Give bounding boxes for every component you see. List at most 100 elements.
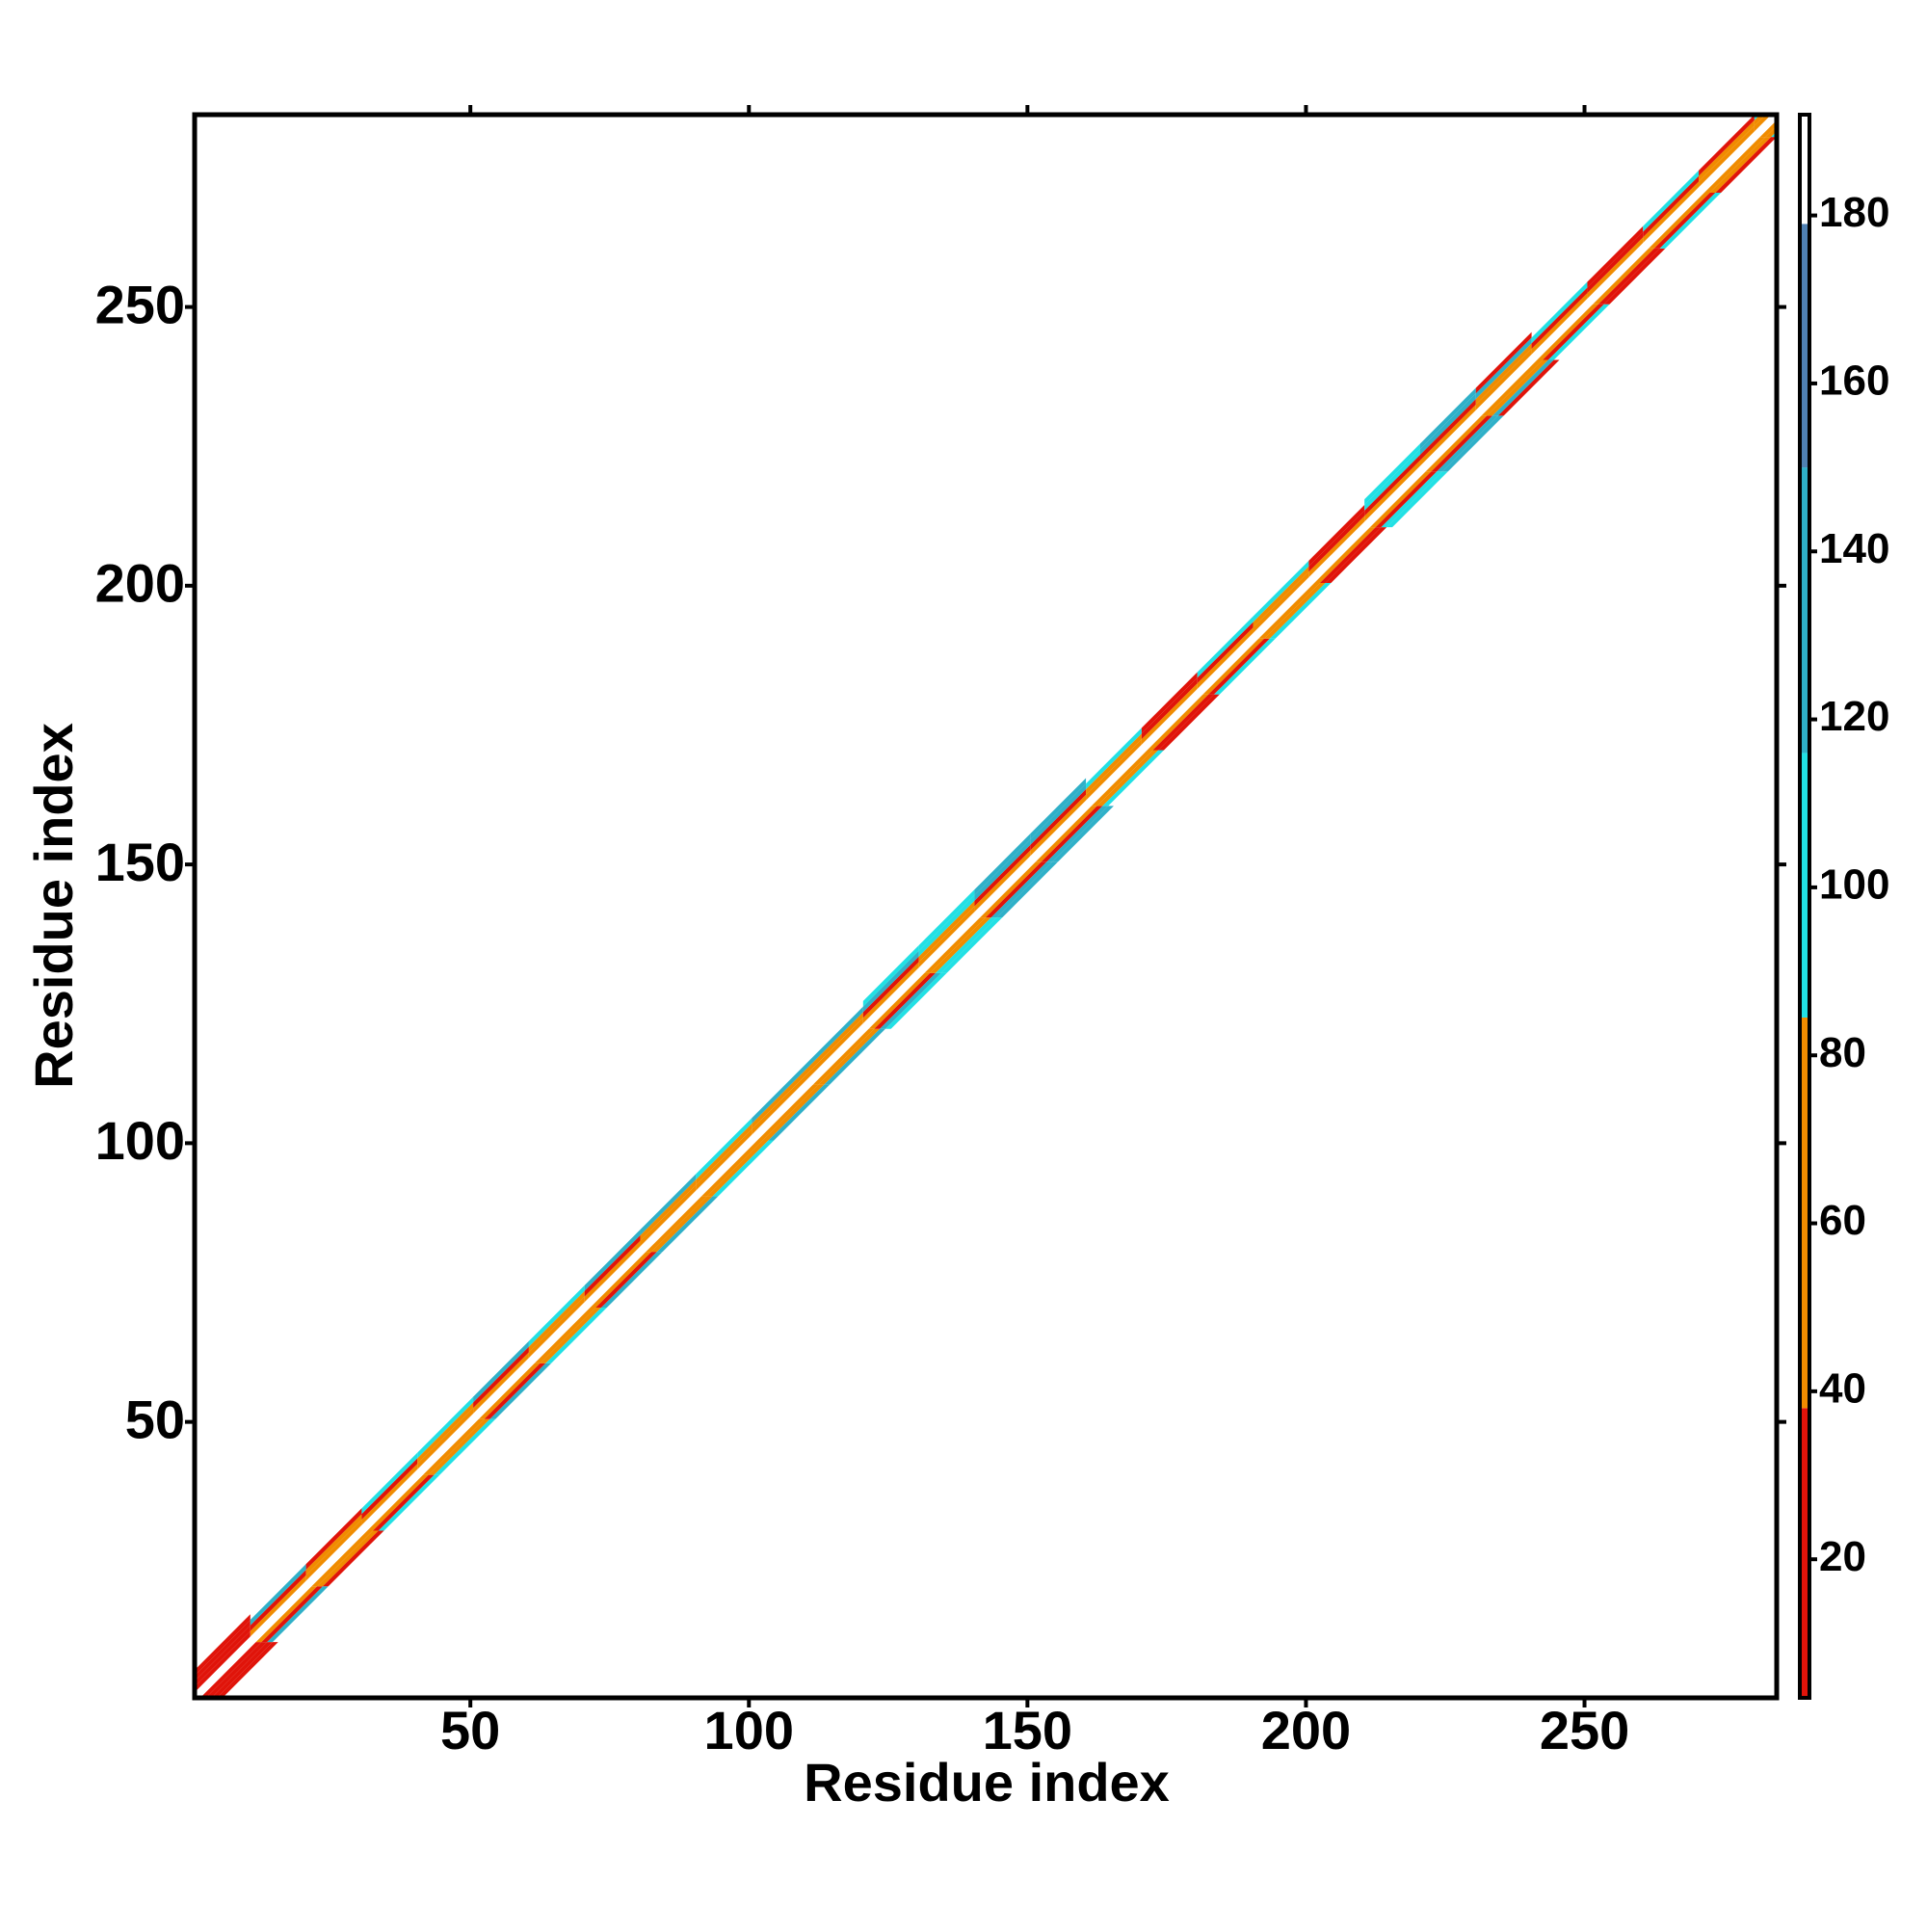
plot-frame xyxy=(192,112,1780,1701)
heatmap-cell xyxy=(1699,125,1755,188)
heatmap-cell xyxy=(1086,728,1142,790)
heatmap-cell xyxy=(528,1302,585,1363)
colorbar-tick-label: 60 xyxy=(1819,1197,1866,1244)
heatmap-cell xyxy=(217,1642,278,1698)
heatmap-cell xyxy=(528,1296,585,1359)
heatmap-cell xyxy=(473,1358,529,1419)
heatmap-cell xyxy=(1597,248,1660,304)
heatmap-cell xyxy=(1202,638,1265,695)
heatmap-cell xyxy=(584,1230,641,1291)
heatmap-cell xyxy=(996,861,1059,918)
heatmap-cell xyxy=(1308,510,1365,572)
heatmap-cell xyxy=(1475,354,1532,416)
heatmap-cell xyxy=(1537,304,1598,360)
colorbar-frame xyxy=(1798,113,1811,1700)
heatmap-cell xyxy=(706,1140,769,1197)
heatmap-cell xyxy=(1214,638,1276,695)
heatmap-cell xyxy=(1699,119,1755,182)
heatmap-cell xyxy=(640,1184,697,1247)
heatmap-cell xyxy=(918,889,975,951)
colorbar-band xyxy=(1800,115,1809,225)
heatmap-cell xyxy=(806,1018,863,1079)
heatmap-cell xyxy=(250,1575,306,1637)
heatmap-cell xyxy=(584,1240,641,1303)
heatmap-cell xyxy=(1030,800,1087,862)
heatmap-cell xyxy=(1308,521,1365,583)
x-tick-label: 50 xyxy=(440,1700,500,1760)
y-tick-label: 200 xyxy=(95,553,185,614)
heatmap-cell xyxy=(940,917,1003,973)
heatmap-cell xyxy=(656,1196,719,1253)
colorbar-tick-label: 160 xyxy=(1819,357,1889,405)
heatmap-cell xyxy=(473,1340,529,1403)
heatmap-cell xyxy=(305,1514,362,1575)
heatmap-cell xyxy=(974,850,1031,913)
heatmap-cell xyxy=(806,1006,863,1069)
heatmap-cell xyxy=(434,1418,496,1475)
heatmap-cell xyxy=(1036,806,1097,862)
heatmap-cell xyxy=(824,1028,885,1085)
heatmap-cell xyxy=(1102,750,1165,807)
heatmap-cell xyxy=(267,1586,329,1643)
heatmap-cell xyxy=(1197,627,1254,689)
heatmap-cell xyxy=(1096,750,1159,807)
heatmap-cell xyxy=(595,1252,657,1309)
heatmap-cell xyxy=(1375,471,1438,528)
heatmap-cell xyxy=(651,1196,713,1253)
heatmap-cell xyxy=(1759,119,1777,138)
heatmap-cell xyxy=(1086,744,1142,807)
heatmap-cell xyxy=(1531,293,1588,355)
heatmap-cell xyxy=(489,1363,552,1419)
heatmap-cell xyxy=(1041,806,1103,862)
heatmap-cell xyxy=(1475,331,1532,394)
heatmap-cell xyxy=(528,1290,585,1353)
heatmap-cell xyxy=(528,1284,585,1347)
heatmap-cell xyxy=(756,1084,819,1141)
heatmap-cells xyxy=(195,115,1777,1698)
heatmap-cell xyxy=(1369,471,1432,528)
heatmap-cell xyxy=(1715,137,1777,193)
y-tick-label: 250 xyxy=(95,274,185,334)
heatmap-cell xyxy=(1046,806,1109,862)
heatmap-cell xyxy=(862,950,919,1013)
heatmap-cell xyxy=(696,1124,752,1185)
heatmap-cell xyxy=(545,1308,607,1363)
heatmap-cell xyxy=(1643,181,1700,244)
heatmap-cell xyxy=(752,1073,807,1135)
heatmap-cell xyxy=(1419,387,1476,450)
heatmap-cell xyxy=(646,1196,707,1253)
heatmap-cell xyxy=(534,1308,596,1363)
heatmap-cell xyxy=(317,1530,379,1587)
colorbar-tick-label: 20 xyxy=(1819,1533,1866,1580)
heatmap-cell xyxy=(1253,571,1309,634)
heatmap-cell xyxy=(361,1452,418,1515)
heatmap-cell xyxy=(1754,115,1772,132)
heatmap-cell xyxy=(1547,304,1610,360)
heatmap-cell xyxy=(1158,694,1220,751)
heatmap-cell xyxy=(1442,415,1504,472)
heatmap-cell xyxy=(1531,281,1588,344)
heatmap-cell xyxy=(361,1469,418,1531)
heatmap-cell xyxy=(918,912,975,973)
heatmap-cell xyxy=(378,1474,440,1531)
y-axis-title: Residue index xyxy=(23,723,84,1089)
heatmap-cell xyxy=(1481,359,1544,416)
heatmap-cell xyxy=(195,1625,251,1687)
heatmap-cell xyxy=(1141,677,1198,739)
heatmap-cell xyxy=(195,1614,251,1676)
heatmap-cell xyxy=(1197,633,1254,695)
x-tick-label: 100 xyxy=(704,1700,794,1760)
heatmap-cell xyxy=(880,972,941,1029)
heatmap-cell xyxy=(640,1190,697,1253)
heatmap-cell xyxy=(1364,443,1420,505)
heatmap-cell xyxy=(974,834,1031,895)
heatmap-cell xyxy=(1754,115,1760,120)
heatmap-cell xyxy=(1419,399,1476,461)
heatmap-cell xyxy=(1364,454,1420,516)
heatmap-cell xyxy=(261,1586,323,1643)
heatmap-cell xyxy=(1308,516,1365,578)
heatmap-cell xyxy=(1543,304,1604,360)
heatmap-cell xyxy=(752,1062,807,1125)
heatmap-cell xyxy=(1643,170,1700,232)
colorbar-band xyxy=(1800,1017,1809,1409)
